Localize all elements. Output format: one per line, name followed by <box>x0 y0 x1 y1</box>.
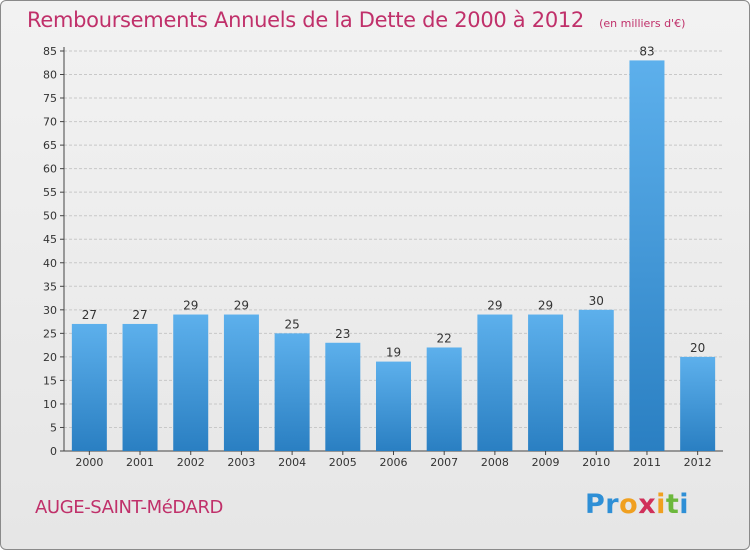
bars <box>71 60 716 451</box>
bar <box>376 361 411 451</box>
bar <box>325 342 361 451</box>
proxiti-logo: Proxiti <box>585 489 689 520</box>
y-tick-label: 20 <box>43 351 57 364</box>
x-tick-label: 2001 <box>126 456 154 469</box>
y-tick-label: 65 <box>43 139 57 152</box>
y-tick-label: 5 <box>50 421 57 434</box>
x-tick-label: 2010 <box>582 456 610 469</box>
x-tick-label: 2000 <box>75 456 103 469</box>
bar <box>274 333 310 451</box>
bar <box>578 309 614 451</box>
x-tick-label: 2012 <box>684 456 712 469</box>
bar <box>680 356 716 451</box>
data-label: 27 <box>132 308 147 322</box>
y-tick-label: 55 <box>43 186 57 199</box>
bar <box>71 323 107 451</box>
y-tick-label: 30 <box>43 304 57 317</box>
commune-name: AUGE-SAINT-MéDARD <box>35 497 224 518</box>
logo-letter: t <box>665 489 680 520</box>
y-tick-label: 75 <box>43 92 57 105</box>
logo-letter: P <box>585 489 606 520</box>
data-label: 27 <box>82 308 97 322</box>
y-tick-label: 85 <box>43 45 57 58</box>
x-tick-label: 2005 <box>329 456 357 469</box>
y-tick-label: 10 <box>43 398 57 411</box>
y-tick-label: 35 <box>43 280 57 293</box>
x-tick-label: 2011 <box>633 456 661 469</box>
chart-subtitle: (en milliers d'€) <box>599 17 686 30</box>
x-tick-label: 2009 <box>532 456 560 469</box>
bar <box>173 314 209 451</box>
y-tick-label: 0 <box>50 445 57 458</box>
bar <box>122 323 158 451</box>
bar <box>477 314 513 451</box>
logo-letter: x <box>638 489 657 520</box>
y-tick-label: 40 <box>43 257 57 270</box>
x-tick-label: 2003 <box>227 456 255 469</box>
bar <box>426 347 462 451</box>
data-label: 25 <box>284 317 299 331</box>
x-tick-label: 2004 <box>278 456 306 469</box>
data-label: 22 <box>437 331 452 345</box>
title-row: Remboursements Annuels de la Dette de 20… <box>27 8 685 32</box>
bar <box>528 314 564 451</box>
y-tick-label: 50 <box>43 210 57 223</box>
x-tick-label: 2006 <box>380 456 408 469</box>
data-label: 23 <box>335 327 350 341</box>
bar <box>629 60 665 451</box>
y-tick-label: 25 <box>43 327 57 340</box>
x-tick-label: 2002 <box>177 456 205 469</box>
data-label: 29 <box>538 299 553 313</box>
x-tick-label: 2008 <box>481 456 509 469</box>
data-label: 83 <box>639 44 654 58</box>
data-label: 20 <box>690 341 705 355</box>
logo-letter: r <box>605 489 620 520</box>
bar <box>223 314 259 451</box>
chart-title: Remboursements Annuels de la Dette de 20… <box>27 8 584 32</box>
logo-letter: o <box>619 489 639 520</box>
y-tick-label: 15 <box>43 374 57 387</box>
data-label: 29 <box>183 299 198 313</box>
y-tick-label: 45 <box>43 233 57 246</box>
data-label: 29 <box>234 299 249 313</box>
y-tick-label: 80 <box>43 69 57 82</box>
y-tick-label: 60 <box>43 163 57 176</box>
logo-letter: i <box>656 489 666 520</box>
x-tick-label: 2007 <box>430 456 458 469</box>
labels: 0 5 10 15 20 25 30 35 40 45 50 55 60 65 70 75 80 85 2000 27… <box>43 44 712 469</box>
data-label: 29 <box>487 299 502 313</box>
data-label: 30 <box>589 294 604 308</box>
logo-letter: i <box>679 489 690 520</box>
data-label: 19 <box>386 346 401 360</box>
y-tick-label: 70 <box>43 116 57 129</box>
